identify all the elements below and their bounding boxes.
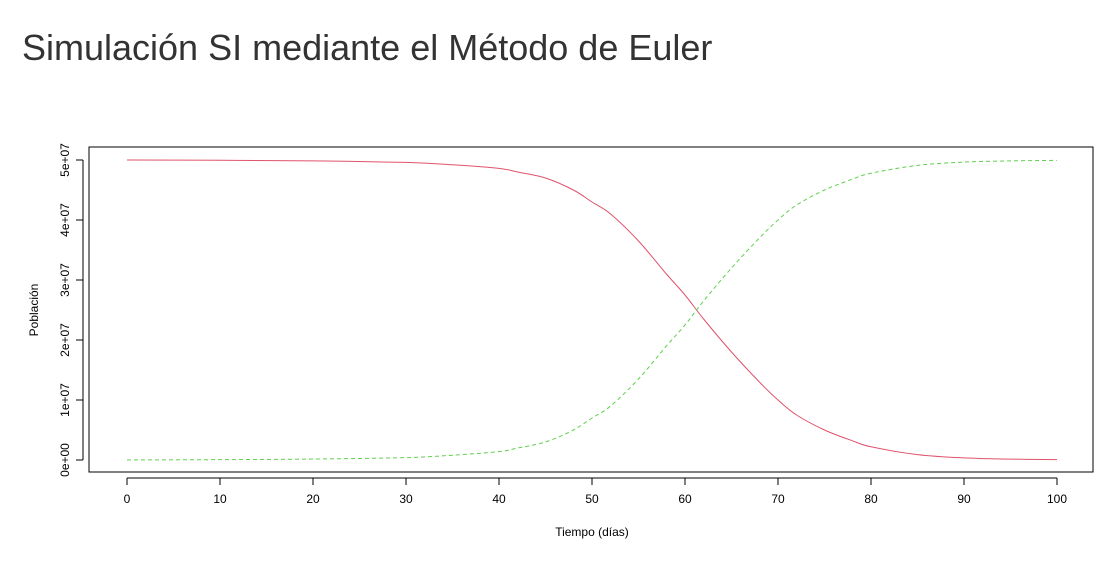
y-axis: 0e+00 1e+07 2e+07 3e+07 4e+07 5e+07 (58, 143, 84, 477)
y-tick-label: 3e+07 (58, 263, 72, 297)
x-tick-label: 100 (1047, 492, 1067, 506)
x-tick-label: 40 (492, 492, 506, 506)
x-tick-label: 50 (585, 492, 599, 506)
plot-frame (88, 146, 1094, 473)
y-tick-label: 0e+00 (58, 443, 72, 477)
x-tick-label: 10 (213, 492, 227, 506)
series-line-1 (126, 159, 1058, 461)
y-tick-label: 4e+07 (58, 203, 72, 237)
x-axis-title: Tiempo (días) (555, 525, 629, 539)
x-tick-label: 0 (124, 492, 131, 506)
y-tick-label: 1e+07 (58, 383, 72, 417)
x-tick-label: 60 (678, 492, 692, 506)
page-title: Simulación SI mediante el Método de Eule… (22, 27, 713, 68)
x-tick-label: 80 (864, 492, 878, 506)
y-axis-title: Población (27, 284, 41, 337)
x-axis: 0 10 20 30 40 50 60 70 80 90 100 (124, 477, 1067, 506)
x-tick-label: 30 (399, 492, 413, 506)
x-tick-label: 20 (306, 492, 320, 506)
x-tick-label: 90 (957, 492, 971, 506)
series-layer (126, 159, 1058, 461)
series-line-2 (126, 159, 1058, 461)
y-tick-label: 2e+07 (58, 323, 72, 357)
x-tick-label: 70 (771, 492, 785, 506)
y-tick-label: 5e+07 (58, 143, 72, 177)
